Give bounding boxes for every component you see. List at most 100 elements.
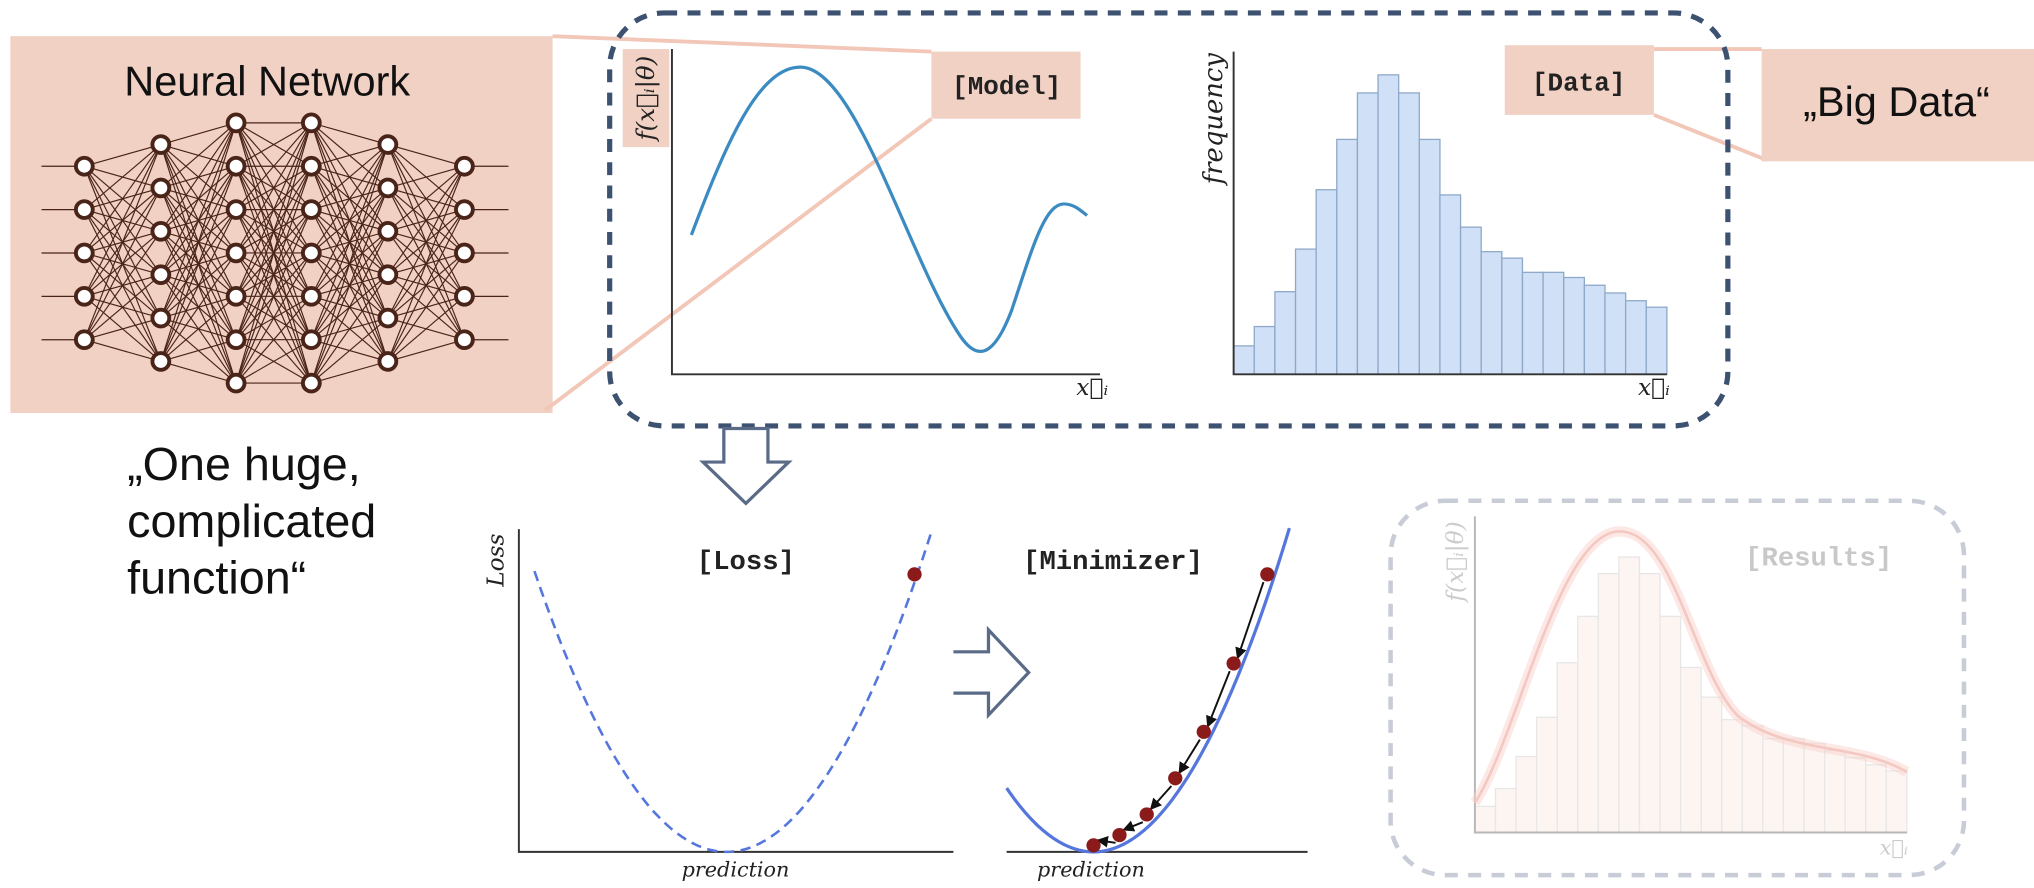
nn-caption: „One huge, (127, 438, 361, 490)
neuron (379, 223, 396, 240)
neuron (152, 266, 169, 283)
hist-bar (1763, 739, 1784, 833)
step-arrow (1123, 822, 1142, 830)
neuron (303, 114, 320, 131)
hist-bar (1357, 93, 1378, 374)
x-axis-label: x⃗ᵢ (1076, 374, 1108, 401)
right-arrow (953, 630, 1028, 715)
hist-bar (1543, 272, 1564, 374)
hist-bar (1461, 227, 1482, 374)
hist-bar (1399, 93, 1420, 374)
step-arrow (1097, 840, 1115, 843)
neuron (303, 201, 320, 218)
hist-bar (1419, 139, 1440, 374)
hist-bar (1825, 751, 1846, 833)
big-data-label: „Big Data“ (1803, 79, 1990, 125)
hist-bar (1522, 272, 1543, 374)
nn-caption: complicated (127, 495, 376, 547)
y-axis-label: frequency (1199, 53, 1229, 187)
step-point (1197, 725, 1211, 739)
connector (545, 119, 932, 411)
neuron (152, 353, 169, 370)
neuron (228, 331, 245, 348)
neuron (379, 136, 396, 153)
neuron (303, 288, 320, 305)
step-point (1168, 771, 1182, 785)
results-histogram (1475, 557, 1907, 832)
y-axis-label: f(x⃗ᵢ|θ) (1442, 521, 1470, 603)
hist-bar (1598, 574, 1619, 833)
neuron (152, 223, 169, 240)
hist-bar (1619, 557, 1640, 832)
neuron (76, 331, 93, 348)
neuron (76, 158, 93, 175)
connector (553, 36, 932, 51)
neuron (456, 288, 473, 305)
x-axis-label: x⃗ᵢ (1880, 835, 1908, 859)
neuron (379, 266, 396, 283)
neuron (303, 158, 320, 175)
neuron (456, 331, 473, 348)
hist-bar (1722, 720, 1743, 833)
x-axis-label: prediction (682, 857, 790, 881)
hist-bar (1584, 285, 1605, 374)
neuron (228, 158, 245, 175)
loss-curve (534, 532, 931, 852)
hist-bar (1337, 139, 1358, 374)
neuron (152, 180, 169, 197)
hist-bar (1234, 346, 1255, 374)
panel-label: [Minimizer] (1023, 547, 1203, 578)
neuron (456, 158, 473, 175)
panel-label: [Data] (1532, 68, 1625, 98)
hist-bar (1701, 697, 1722, 832)
hist-bar (1886, 771, 1907, 833)
hist-bar (1557, 663, 1578, 833)
hist-bar (1481, 252, 1502, 375)
hist-bar (1254, 327, 1275, 375)
hist-bar (1866, 765, 1887, 833)
panel-label: [Results] (1745, 543, 1892, 574)
step-point (1140, 807, 1154, 821)
neuron (76, 245, 93, 262)
hist-bar (1378, 75, 1399, 374)
step-point (1112, 828, 1126, 842)
step-point (1226, 656, 1240, 670)
hist-bar (1440, 195, 1461, 374)
hist-bar (1495, 789, 1516, 833)
minimizer-steps (1086, 567, 1274, 852)
neuron (228, 288, 245, 305)
hist-bar (1275, 292, 1296, 375)
nn-caption: function“ (127, 552, 306, 604)
hist-bar (1742, 726, 1763, 833)
hist-bar (1783, 739, 1804, 833)
neuron (228, 375, 245, 392)
x-axis-label: prediction (1037, 857, 1145, 881)
neuron (152, 310, 169, 327)
hist-bar (1804, 743, 1825, 832)
neuron (228, 245, 245, 262)
hist-bar (1537, 717, 1558, 832)
hist-bar (1475, 806, 1496, 832)
panel-label: [Model] (952, 72, 1061, 102)
neuron (303, 331, 320, 348)
neuron (456, 245, 473, 262)
hist-bar (1639, 574, 1660, 833)
hist-bar (1564, 278, 1585, 375)
nn-title: Neural Network (124, 59, 410, 105)
panel-label: [Loss] (697, 547, 795, 578)
neuron (76, 288, 93, 305)
hist-bar (1502, 258, 1523, 374)
neuron (303, 375, 320, 392)
hist-bar (1660, 616, 1681, 832)
neuron (379, 180, 396, 197)
x-axis-label: x⃗ᵢ (1638, 374, 1670, 401)
hist-bar (1316, 190, 1337, 375)
y-axis-label: Loss (482, 533, 509, 587)
neuron (228, 201, 245, 218)
hist-bar (1845, 758, 1866, 833)
step-point (1260, 567, 1274, 581)
hist-bar (1626, 301, 1647, 375)
hist-bar (1578, 616, 1599, 832)
neuron (228, 114, 245, 131)
hist-bar (1646, 307, 1667, 374)
